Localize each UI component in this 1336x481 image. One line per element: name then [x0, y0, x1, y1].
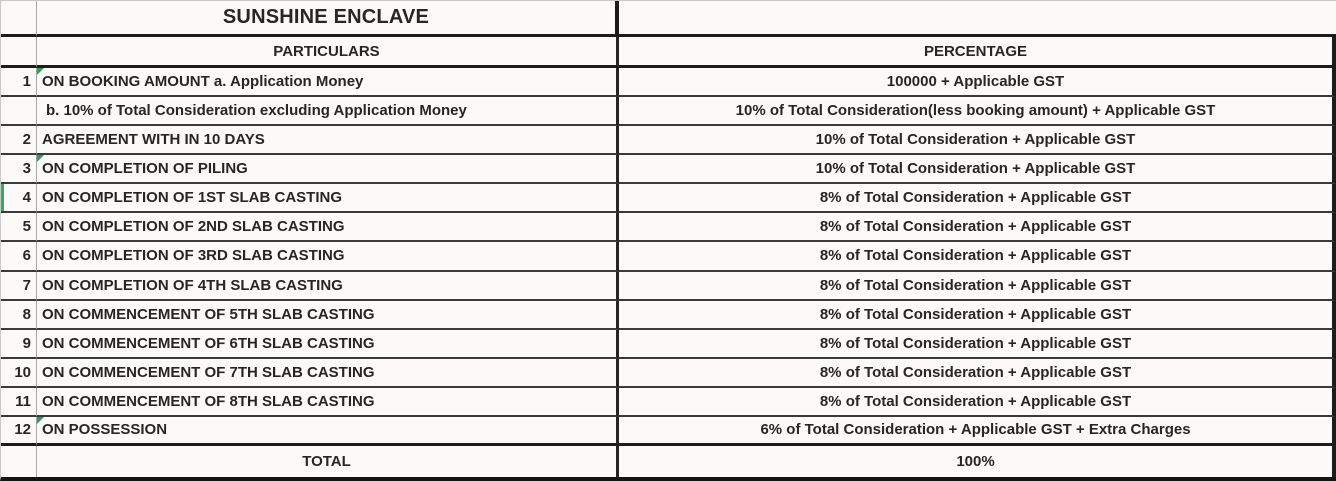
particulars-cell[interactable]: b. 10% of Total Consideration excluding … [37, 97, 619, 127]
comment-flag-icon [37, 68, 44, 75]
row-number-cell[interactable] [1, 97, 37, 127]
particulars-text: ON BOOKING AMOUNT a. Application Money [42, 73, 364, 91]
particulars-cell[interactable]: ON COMMENCEMENT OF 8TH SLAB CASTING [37, 387, 619, 417]
percentage-cell[interactable]: 10% of Total Consideration(less booking … [619, 97, 1336, 127]
row-number-cell[interactable]: 1 [1, 68, 37, 98]
particulars-cell[interactable]: ON COMPLETION OF 2ND SLAB CASTING [37, 213, 619, 243]
comment-flag-icon [37, 416, 44, 424]
row-number-cell[interactable]: 3 [1, 155, 37, 185]
percentage-cell[interactable]: 10% of Total Consideration + Applicable … [619, 155, 1336, 185]
row-number-text: 4 [22, 189, 31, 207]
table-title: SUNSHINE ENCLAVE [37, 1, 619, 37]
particulars-cell[interactable]: ON COMPLETION OF PILING [37, 155, 619, 185]
particulars-cell[interactable]: ON COMPLETION OF 3RD SLAB CASTING [37, 242, 619, 272]
percentage-cell[interactable]: 8% of Total Consideration + Applicable G… [619, 184, 1336, 214]
percentage-cell[interactable]: 10% of Total Consideration + Applicable … [619, 126, 1336, 156]
column-header-particulars: PARTICULARS [37, 37, 619, 68]
total-label-cell: TOTAL [37, 446, 619, 477]
column-header-percentage: PERCENTAGE [619, 37, 1336, 68]
percentage-cell[interactable]: 8% of Total Consideration + Applicable G… [619, 300, 1336, 330]
particulars-text: ON COMPLETION OF PILING [42, 160, 248, 178]
particulars-cell[interactable]: ON COMMENCEMENT OF 7TH SLAB CASTING [37, 358, 619, 388]
row-number-cell[interactable]: 8 [1, 300, 37, 330]
header-row-number-cell[interactable] [1, 37, 37, 68]
percentage-cell[interactable]: 8% of Total Consideration + Applicable G… [619, 387, 1336, 417]
percentage-cell[interactable]: 8% of Total Consideration + Applicable G… [619, 329, 1336, 359]
particulars-cell[interactable]: AGREEMENT WITH IN 10 DAYS [37, 126, 619, 156]
particulars-text: ON POSSESSION [42, 421, 168, 439]
row-number-cell[interactable]: 9 [1, 329, 37, 359]
particulars-cell[interactable]: ON POSSESSION [37, 416, 619, 446]
title-row-number-cell[interactable] [1, 1, 37, 37]
particulars-cell[interactable]: ON COMPLETION OF 4TH SLAB CASTING [37, 271, 619, 301]
total-value-cell: 100% [619, 446, 1336, 477]
percentage-cell[interactable]: 6% of Total Consideration + Applicable G… [619, 416, 1336, 446]
total-row-number-cell[interactable] [1, 446, 37, 477]
row-number-cell[interactable]: 7 [1, 271, 37, 301]
percentage-cell[interactable]: 8% of Total Consideration + Applicable G… [619, 213, 1336, 243]
row-number-cell[interactable]: 5 [1, 213, 37, 243]
percentage-cell[interactable]: 8% of Total Consideration + Applicable G… [619, 271, 1336, 301]
row-number-cell[interactable]: 12 [1, 416, 37, 446]
percentage-cell[interactable]: 100000 + Applicable GST [619, 68, 1336, 98]
particulars-cell[interactable]: ON COMPLETION OF 1ST SLAB CASTING [37, 184, 619, 214]
comment-flag-icon [37, 155, 44, 163]
row-number-cell[interactable]: 6 [1, 242, 37, 272]
title-row-percentage-cell[interactable] [619, 1, 1336, 37]
row-number-cell[interactable]: 4 [1, 184, 37, 214]
percentage-cell[interactable]: 8% of Total Consideration + Applicable G… [619, 358, 1336, 388]
row-number-cell[interactable]: 10 [1, 358, 37, 388]
particulars-cell[interactable]: ON BOOKING AMOUNT a. Application Money [37, 68, 619, 98]
particulars-cell[interactable]: ON COMMENCEMENT OF 5TH SLAB CASTING [37, 300, 619, 330]
green-row-marker [1, 184, 4, 212]
percentage-cell[interactable]: 8% of Total Consideration + Applicable G… [619, 242, 1336, 272]
row-number-cell[interactable]: 2 [1, 126, 37, 156]
row-number-cell[interactable]: 11 [1, 387, 37, 417]
particulars-cell[interactable]: ON COMMENCEMENT OF 6TH SLAB CASTING [37, 329, 619, 359]
